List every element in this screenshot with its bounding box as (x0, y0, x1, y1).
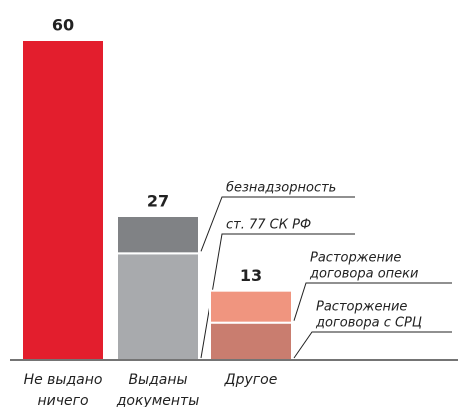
x-tick-label: документы (116, 393, 200, 407)
total-label: 60 (52, 16, 74, 35)
segment-label: безнадзорность (226, 181, 336, 196)
segment-label: договора опеки (309, 267, 418, 282)
x-tick-label: Выданы (128, 372, 187, 388)
segment-label: Расторжение (310, 251, 401, 266)
leader-line (200, 196, 355, 252)
bar-segment (209, 321, 293, 361)
total-label: 13 (240, 266, 262, 285)
x-tick-label: Не выдано (24, 372, 103, 388)
x-tick-label: ничего (37, 393, 88, 407)
leader-line (293, 282, 452, 321)
segment-label: ст. 77 СК РФ (226, 218, 311, 233)
leader-line (200, 233, 355, 359)
segment-label: Расторжение (316, 300, 407, 315)
segment-label: договора с СРЦ (315, 316, 422, 331)
x-tick-label: Другое (224, 372, 278, 388)
bar-segment (209, 289, 293, 324)
total-label: 27 (147, 192, 169, 211)
bar-segment (116, 252, 200, 361)
leader-line (293, 331, 452, 359)
bar-segment (116, 215, 200, 255)
bar-segment (21, 39, 105, 361)
